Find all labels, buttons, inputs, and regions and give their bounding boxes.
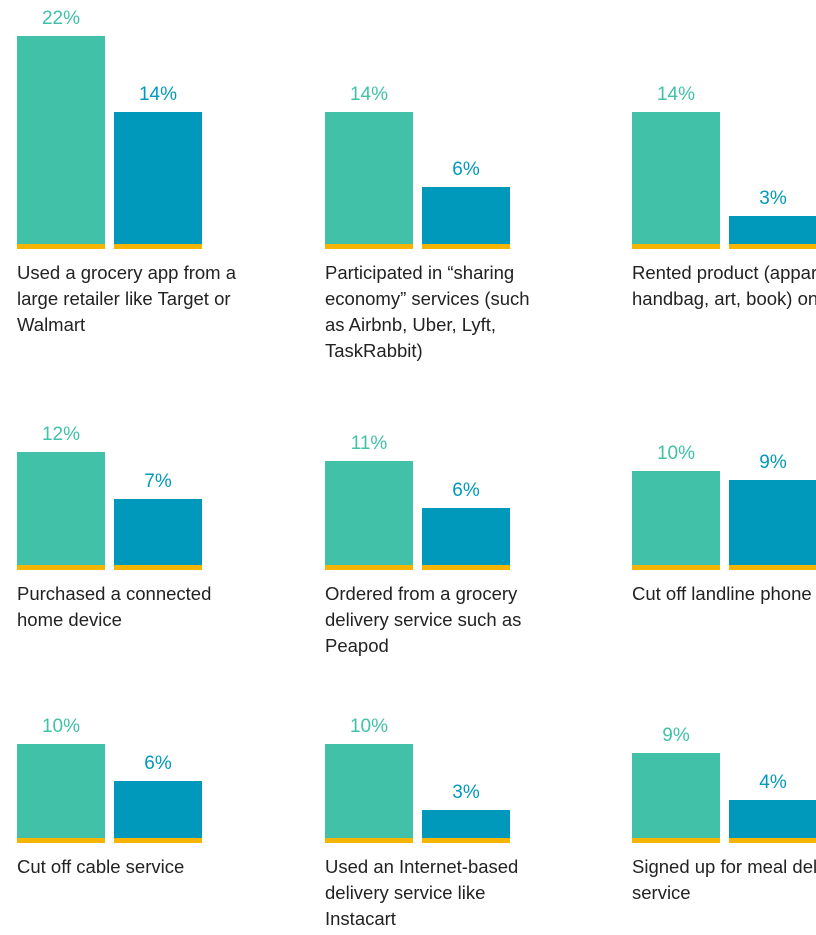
baseline	[325, 565, 413, 570]
value-label: 6%	[144, 753, 172, 775]
baseline	[632, 244, 720, 249]
value-label: 11%	[350, 433, 388, 455]
baseline	[17, 565, 105, 570]
caption: Cut off landline phone line	[632, 583, 816, 604]
caption: Participated in “sharing economy” servic…	[325, 262, 530, 361]
caption: Purchased a connected home device	[17, 583, 212, 630]
baseline	[325, 244, 413, 249]
baseline	[114, 565, 202, 570]
bar	[422, 809, 510, 838]
value-label: 7%	[144, 470, 172, 492]
caption: Used an Internet-based delivery service …	[325, 856, 519, 929]
bar	[17, 36, 105, 244]
value-label: 12%	[41, 423, 81, 445]
baseline	[729, 838, 816, 843]
baseline	[729, 565, 816, 570]
value-label: 10%	[349, 715, 389, 737]
bar	[729, 479, 816, 565]
value-label: 10%	[656, 442, 696, 464]
bar	[422, 187, 510, 244]
baseline	[325, 838, 413, 843]
bar	[729, 215, 816, 244]
bar	[422, 508, 510, 565]
bar	[114, 781, 202, 838]
value-label: 6%	[452, 480, 480, 502]
value-label: 22%	[41, 8, 81, 30]
bar	[729, 800, 816, 838]
value-label: 3%	[759, 187, 787, 209]
value-label: 9%	[759, 451, 787, 473]
bar	[325, 743, 413, 838]
caption: Rented product (apparel, handbag, art, b…	[632, 262, 816, 309]
bar	[632, 752, 720, 838]
value-label: 14%	[349, 83, 389, 105]
baseline	[422, 565, 510, 570]
bar	[17, 743, 105, 838]
baseline	[729, 244, 816, 249]
baseline	[422, 838, 510, 843]
baseline	[114, 838, 202, 843]
bar	[114, 498, 202, 565]
bar	[325, 461, 413, 565]
baseline	[422, 244, 510, 249]
value-label: 14%	[656, 83, 696, 105]
caption: Ordered from a grocery delivery service …	[325, 583, 522, 656]
caption: Used a grocery app from a large retailer…	[17, 262, 237, 335]
baseline	[114, 244, 202, 249]
value-label: 4%	[759, 772, 787, 794]
caption: Signed up for meal delivery service	[632, 856, 816, 903]
baseline	[632, 565, 720, 570]
bar	[17, 451, 105, 565]
value-label: 3%	[452, 781, 480, 803]
bar	[325, 111, 413, 244]
caption: Cut off cable service	[17, 856, 185, 877]
baseline	[632, 838, 720, 843]
value-label: 9%	[662, 724, 690, 746]
bar	[114, 111, 202, 244]
value-label: 14%	[138, 83, 178, 105]
baseline	[17, 838, 105, 843]
bar	[632, 470, 720, 565]
value-label: 6%	[452, 159, 480, 181]
value-label: 10%	[41, 715, 81, 737]
baseline	[17, 244, 105, 249]
bar	[632, 111, 720, 244]
